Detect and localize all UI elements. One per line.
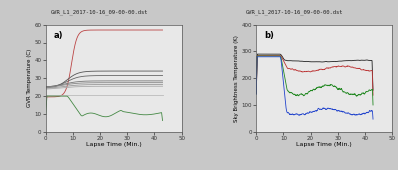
Y-axis label: GVR Temperature (C): GVR Temperature (C) — [27, 49, 32, 107]
Text: GVR_L1_2017-10-16_09-00-00.dst: GVR_L1_2017-10-16_09-00-00.dst — [51, 10, 148, 15]
X-axis label: Lapse Time (Min.): Lapse Time (Min.) — [86, 142, 142, 147]
X-axis label: Lapse Time (Min.): Lapse Time (Min.) — [296, 142, 352, 147]
Text: a): a) — [54, 31, 63, 40]
Text: b): b) — [264, 31, 274, 40]
Text: GVR_L1_2017-10-16_09-00-00.dst: GVR_L1_2017-10-16_09-00-00.dst — [246, 10, 343, 15]
Y-axis label: Sky Brightness Temperature (K): Sky Brightness Temperature (K) — [234, 35, 239, 122]
